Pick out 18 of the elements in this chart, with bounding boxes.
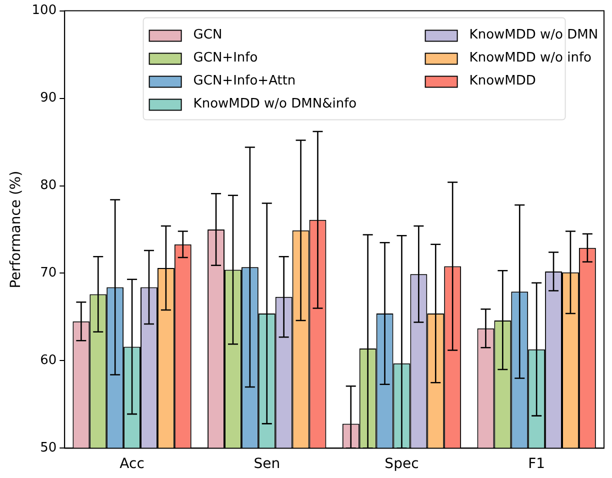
legend-label: GCN+Info+Attn: [193, 74, 296, 89]
legend-label: GCN: [193, 28, 222, 43]
legend-label: KnowMDD w/o info: [469, 50, 592, 66]
legend-label: GCN+Info: [193, 50, 258, 66]
y-tick-label: 80: [40, 178, 57, 194]
y-tick-label: 100: [32, 3, 57, 18]
x-tick-label: F1: [528, 456, 546, 472]
x-tick-label: Spec: [384, 456, 419, 472]
y-tick-label: 60: [40, 353, 57, 368]
x-tick-label: Acc: [120, 456, 144, 472]
x-tick-label: Sen: [254, 456, 280, 472]
y-tick-label: 90: [40, 90, 57, 106]
legend-label: KnowMDD w/o DMN: [469, 28, 598, 43]
y-tick-label: 70: [40, 266, 57, 281]
legend-label: KnowMDD w/o DMN&info: [193, 96, 357, 112]
y-tick-label: 50: [40, 440, 57, 456]
y-axis-title: Performance (%): [8, 170, 24, 288]
legend-label: KnowMDD: [469, 74, 536, 89]
